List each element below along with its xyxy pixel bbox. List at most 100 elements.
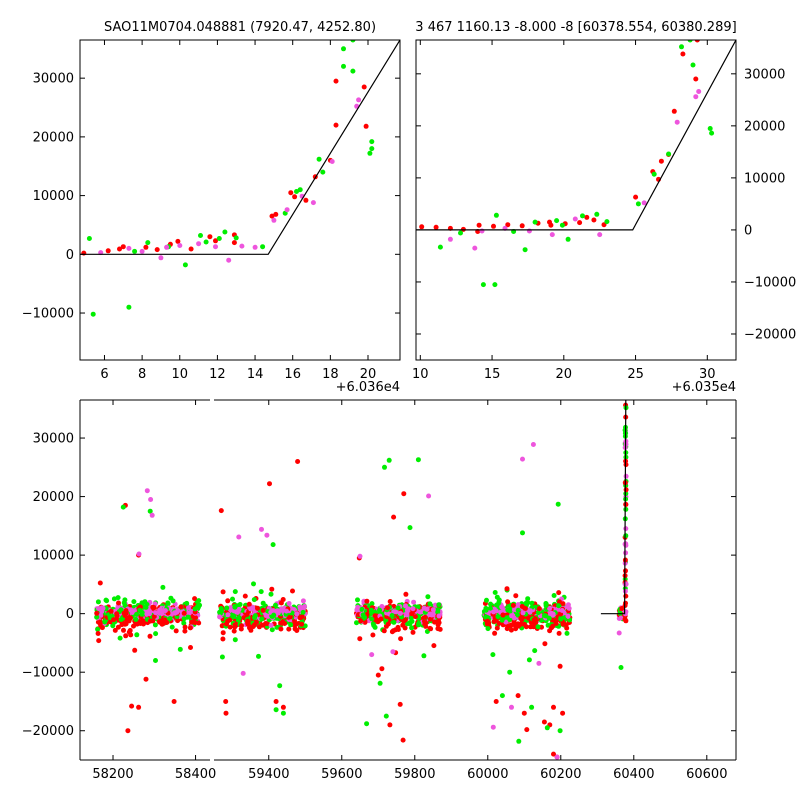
scatter-point: [623, 542, 629, 548]
scatter-point: [222, 229, 228, 235]
model-line: [80, 40, 400, 255]
scatter-point: [520, 530, 525, 536]
scatter-point: [359, 606, 365, 612]
scatter-point: [203, 239, 209, 245]
scatter-point: [437, 244, 443, 250]
scatter-point: [294, 611, 300, 617]
scatter-point: [240, 670, 246, 676]
x-tick-label: 12: [209, 367, 226, 382]
scatter-point: [400, 622, 406, 628]
scatter-point: [259, 526, 264, 532]
scatter-point: [226, 257, 232, 263]
scatter-point: [268, 591, 274, 597]
scatter-point: [242, 593, 248, 599]
scatter-point: [499, 693, 505, 699]
scatter-point: [188, 645, 193, 650]
scatter-point: [126, 304, 132, 310]
scatter-point: [273, 211, 279, 217]
scatter-point: [256, 624, 262, 630]
scatter-point: [196, 598, 202, 604]
scatter-point: [123, 633, 129, 639]
scatter-point: [551, 618, 557, 623]
scatter-point: [134, 632, 140, 638]
scatter-point: [377, 607, 382, 613]
y-tick-label: 10000: [33, 549, 74, 564]
plot-area-bottom: [94, 400, 629, 760]
scatter-point: [118, 617, 124, 622]
scatter-point: [503, 619, 509, 625]
scatter-point: [153, 631, 159, 637]
scatter-point: [549, 232, 555, 238]
scatter-point: [416, 620, 422, 626]
scatter-point: [529, 704, 535, 710]
scatter-point: [597, 232, 603, 238]
scatter-point: [251, 581, 256, 587]
y-tick-label: 20000: [33, 130, 74, 145]
scatter-point: [147, 618, 153, 624]
scatter-point: [303, 197, 309, 203]
scatter-point: [490, 652, 496, 658]
y-tick-label: −20000: [744, 328, 796, 343]
scatter-point: [370, 632, 376, 638]
y-tick-label: 0: [66, 607, 74, 622]
axis-frame: [415, 39, 737, 361]
scatter-point: [385, 605, 390, 611]
scatter-point: [143, 604, 149, 610]
scatter-point: [248, 606, 254, 612]
scatter-point: [556, 590, 562, 596]
scatter-point: [280, 704, 286, 710]
scatter-point: [696, 89, 702, 94]
scatter-point: [278, 626, 284, 632]
scatter-point: [316, 156, 322, 162]
scatter-point: [383, 713, 389, 719]
scatter-point: [370, 621, 376, 627]
scatter-point: [381, 628, 387, 634]
scatter-point: [623, 568, 628, 574]
scatter-point: [310, 200, 316, 206]
scatter-point: [178, 604, 184, 610]
scatter-point: [403, 603, 408, 609]
y-tick-label: 10000: [33, 189, 74, 204]
scatter-point: [495, 614, 501, 620]
scatter-point: [551, 751, 556, 757]
scatter-point: [121, 600, 127, 606]
scatter-point: [566, 605, 572, 611]
scatter-point: [255, 605, 260, 611]
scatter-point: [295, 459, 301, 464]
scatter-point: [355, 597, 360, 603]
scatter-point: [435, 607, 441, 613]
scatter-point: [484, 597, 489, 603]
scatter-point: [144, 611, 150, 617]
scatter-point: [294, 628, 300, 633]
scatter-point: [182, 624, 188, 630]
scatter-point: [671, 108, 677, 114]
scatter-point: [483, 613, 489, 619]
scatter-point: [375, 672, 381, 678]
scatter-point: [292, 194, 298, 200]
scatter-point: [134, 611, 140, 617]
scatter-point: [117, 246, 122, 252]
scatter-point: [535, 624, 541, 630]
scatter-point: [485, 626, 491, 632]
x-tick-label: 20: [360, 367, 377, 382]
scatter-point: [398, 636, 404, 642]
scatter-point: [415, 604, 421, 610]
scatter-point: [527, 608, 533, 614]
scatter-point: [616, 630, 622, 636]
scatter-point: [363, 123, 369, 129]
scatter-point: [641, 200, 647, 206]
scatter-point: [505, 222, 511, 228]
scatter-point: [496, 620, 502, 626]
scatter-point: [230, 596, 235, 602]
scatter-point: [551, 704, 556, 710]
scatter-point: [488, 601, 493, 607]
scatter-point: [546, 615, 552, 621]
scatter-point: [386, 457, 392, 463]
scatter-point: [246, 601, 252, 607]
scatter-point: [487, 605, 493, 611]
scatter-point: [218, 508, 224, 514]
x-tick-label: 58400: [175, 767, 216, 782]
scatter-point: [522, 606, 528, 611]
scatter-point: [117, 635, 123, 641]
scatter-point: [658, 158, 664, 164]
